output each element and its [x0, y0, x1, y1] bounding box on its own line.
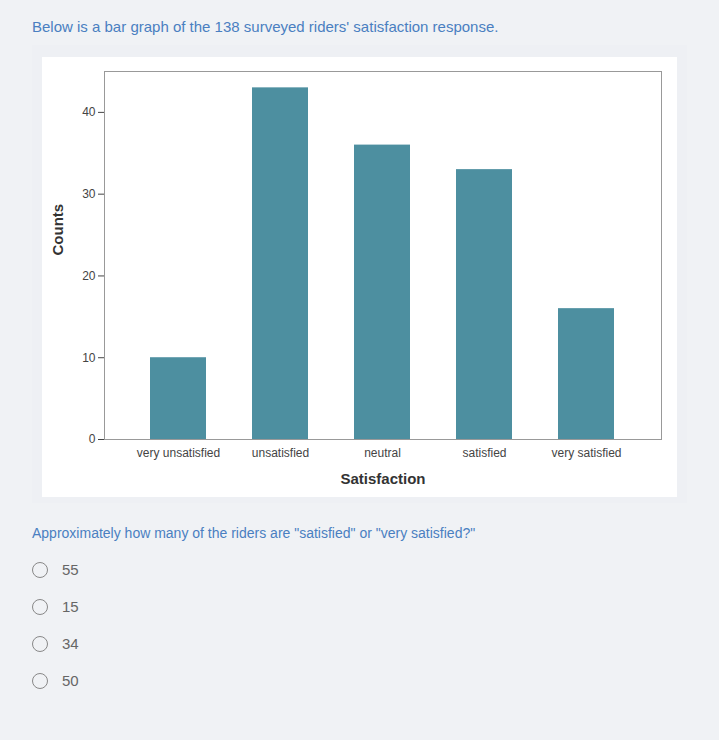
svg-text:Satisfaction: Satisfaction	[340, 470, 425, 487]
html-text:55: 55	[62, 561, 79, 578]
html-text:15: 15	[62, 598, 79, 615]
html-text:Approximately how many of the: Approximately how many of the riders are…	[32, 525, 476, 541]
svg-text:40: 40	[82, 105, 96, 119]
svg-text:20: 20	[82, 269, 96, 283]
svg-text:10: 10	[82, 351, 96, 365]
svg-text:unsatisfied: unsatisfied	[252, 446, 309, 460]
html-text:Below is a bar graph of the 13: Below is a bar graph of the 138 surveyed…	[32, 18, 499, 35]
html-text:34: 34	[62, 635, 79, 652]
svg-text:0: 0	[89, 432, 96, 446]
html-text:50: 50	[62, 672, 79, 689]
svg-text:Counts: Counts	[49, 204, 66, 256]
svg-text:satisfied: satisfied	[462, 446, 506, 460]
svg-text:very satisfied: very satisfied	[551, 446, 621, 460]
svg-text:neutral: neutral	[364, 446, 401, 460]
svg-text:very unsatisfied: very unsatisfied	[137, 446, 220, 460]
svg-text:30: 30	[82, 187, 96, 201]
